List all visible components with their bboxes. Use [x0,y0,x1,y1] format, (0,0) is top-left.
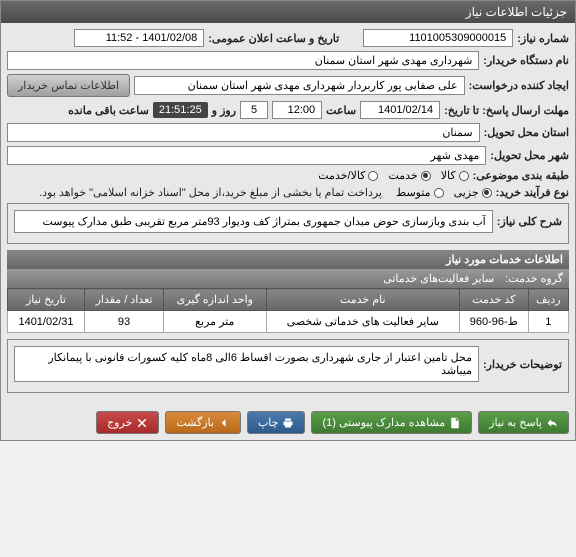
services-section-header: اطلاعات خدمات مورد نیاز [7,250,569,269]
process-medium-option[interactable]: متوسط [396,186,444,199]
remain-days-value: 5 [240,101,268,119]
province-value: سمنان [7,123,480,142]
buyer-notes-box: توضیحات خریدار: محل تامین اعتبار از جاری… [7,339,569,393]
description-box: شرح کلی نیاز: آب بندی وبازسازی حوض میدان… [7,203,569,244]
reply-button[interactable]: پاسخ به نیاز [478,411,569,434]
action-buttons-row: پاسخ به نیاز مشاهده مدارک پیوستی (1) چاپ… [1,405,575,440]
need-number-label: شماره نیاز: [517,32,569,45]
col-service-code: کد خدمت [460,289,529,311]
desc-text: آب بندی وبازسازی حوض میدان جمهوری بمتراژ… [14,210,493,233]
city-label: شهر محل تحویل: [490,149,569,162]
window-titlebar: جزئیات اطلاعات نیاز [1,1,575,23]
category-label: طبقه بندی موضوعی: [473,169,569,182]
need-details-window: جزئیات اطلاعات نیاز شماره نیاز: 11010053… [0,0,576,441]
requester-label: ایجاد کننده درخواست: [469,79,569,92]
col-quantity: تعداد / مقدار [84,289,163,311]
deadline-label: مهلت ارسال پاسخ: تا تاریخ: [444,104,569,117]
province-label: استان محل تحویل: [484,126,569,139]
window-title: جزئیات اطلاعات نیاز [466,5,567,19]
category-both-option[interactable]: کالا/خدمت [318,169,378,182]
buyer-notes-label: توضیحات خریدار: [483,358,562,371]
col-service-name: نام خدمت [266,289,460,311]
back-icon [218,417,230,429]
category-goods-option[interactable]: کالا [441,169,469,182]
col-unit: واحد اندازه گیری [164,289,266,311]
remain-time-value: 21:51:25 [153,102,208,118]
buyer-org-value: شهرداری مهدی شهر استان سمنان [7,51,479,70]
process-label: نوع فرآیند خرید: [496,186,569,199]
day-label: روز و [212,104,236,117]
reply-icon [546,417,558,429]
desc-label: شرح کلی نیاز: [497,215,562,228]
cell-need-date: 1401/02/31 [8,311,85,333]
exit-icon [136,417,148,429]
radio-checked-icon [482,188,492,198]
cell-quantity: 93 [84,311,163,333]
announce-date-value: 1401/02/08 - 11:52 [74,29,204,47]
service-group-row: گروه خدمت: سایر فعالیت‌های خدماتی [7,269,569,288]
remain-label: ساعت باقی مانده [68,104,149,117]
deadline-time-value: 12:00 [272,101,322,119]
document-icon [449,417,461,429]
services-table: ردیف کد خدمت نام خدمت واحد اندازه گیری ت… [7,288,569,333]
deadline-date-value: 1401/02/14 [360,101,440,119]
contact-info-button[interactable]: اطلاعات تماس خریدار [7,74,130,97]
process-partial-option[interactable]: جزیی [454,186,492,199]
cell-service-code: ط-96-960 [460,311,529,333]
content-area: شماره نیاز: 1101005309000015 تاریخ و ساع… [1,23,575,405]
table-row[interactable]: 1 ط-96-960 سایر فعالیت های خدماتی شخصی م… [8,311,569,333]
radio-icon [459,171,469,181]
col-row-num: ردیف [528,289,568,311]
radio-icon [368,171,378,181]
requester-value: علی صفایی پور کاربردار شهرداری مهدی شهر … [134,76,465,95]
category-service-option[interactable]: خدمت [388,169,430,182]
back-button[interactable]: بازگشت [165,411,241,434]
process-radio-group: جزیی متوسط [396,186,492,199]
print-button[interactable]: چاپ [247,411,306,434]
service-group-label: گروه خدمت: [505,273,563,285]
radio-checked-icon [421,171,431,181]
announce-date-label: تاریخ و ساعت اعلان عمومی: [208,32,339,45]
radio-icon [434,188,444,198]
col-need-date: تاریخ نیاز [8,289,85,311]
city-value: مهدی شهر [7,146,486,165]
cell-row-num: 1 [528,311,568,333]
print-icon [282,417,294,429]
payment-note: پرداخت تمام یا بخشی از مبلغ خرید،از محل … [39,186,382,199]
view-docs-button[interactable]: مشاهده مدارک پیوستی (1) [311,411,472,434]
buyer-org-label: نام دستگاه خریدار: [483,54,569,67]
service-group-value: سایر فعالیت‌های خدماتی [383,273,494,285]
category-radio-group: کالا خدمت کالا/خدمت [318,169,468,182]
cell-unit: متر مربع [164,311,266,333]
exit-button[interactable]: خروج [96,411,159,434]
buyer-notes-text: محل تامین اعتبار از جاری شهرداری بصورت ا… [14,346,479,382]
need-number-value: 1101005309000015 [363,29,513,47]
table-header-row: ردیف کد خدمت نام خدمت واحد اندازه گیری ت… [8,289,569,311]
cell-service-name: سایر فعالیت های خدماتی شخصی [266,311,460,333]
time-label: ساعت [326,104,356,117]
